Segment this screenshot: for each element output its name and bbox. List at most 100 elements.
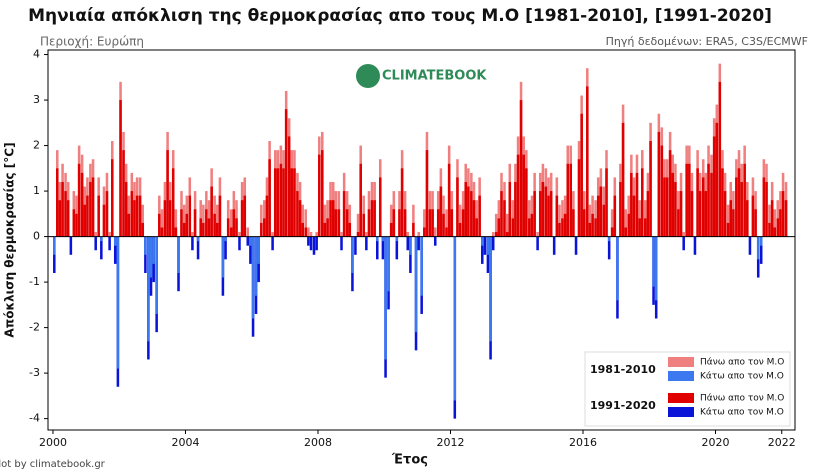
bar bbox=[674, 181, 677, 237]
bar bbox=[412, 222, 415, 237]
bar bbox=[538, 191, 542, 237]
footer: plot by climatebook.gr bbox=[0, 459, 106, 470]
bar bbox=[417, 232, 420, 237]
bar bbox=[607, 236, 611, 260]
bar bbox=[566, 163, 570, 237]
bar bbox=[100, 236, 103, 260]
y-tick-label: 1 bbox=[33, 184, 40, 197]
bar bbox=[376, 236, 379, 242]
bar bbox=[536, 236, 539, 251]
bar bbox=[238, 236, 241, 251]
bar bbox=[710, 172, 713, 237]
bar bbox=[168, 200, 172, 237]
bar bbox=[712, 136, 716, 237]
y-tick-label: -4 bbox=[29, 412, 40, 425]
bar bbox=[166, 150, 169, 237]
bar bbox=[406, 232, 410, 237]
bar bbox=[486, 236, 490, 255]
bar bbox=[743, 163, 746, 237]
bar bbox=[481, 236, 484, 246]
bar bbox=[632, 195, 636, 237]
bar bbox=[541, 181, 545, 237]
bar bbox=[307, 236, 310, 246]
bar bbox=[768, 204, 771, 237]
bar bbox=[207, 218, 211, 237]
bar bbox=[528, 218, 531, 237]
bar bbox=[348, 204, 352, 237]
bar bbox=[583, 209, 586, 237]
bar bbox=[293, 168, 296, 237]
bar bbox=[514, 181, 517, 237]
bar bbox=[425, 150, 429, 237]
bar bbox=[445, 227, 448, 237]
bar bbox=[340, 236, 343, 251]
y-tick-label: -1 bbox=[29, 275, 40, 288]
bar bbox=[677, 209, 680, 237]
bar bbox=[80, 172, 84, 237]
bar bbox=[654, 236, 658, 301]
bar bbox=[748, 236, 752, 255]
bar bbox=[458, 204, 462, 237]
bar bbox=[696, 168, 699, 237]
bar bbox=[577, 159, 581, 237]
bar bbox=[122, 150, 125, 237]
bar bbox=[729, 200, 733, 237]
bar bbox=[643, 218, 647, 237]
bar bbox=[268, 159, 271, 237]
bar bbox=[776, 218, 780, 237]
bar bbox=[110, 159, 114, 237]
bar bbox=[431, 209, 434, 237]
y-tick-label: 3 bbox=[33, 93, 40, 106]
x-tick-label: 2000 bbox=[39, 436, 67, 449]
bar bbox=[64, 191, 67, 237]
bar bbox=[453, 236, 457, 401]
bar bbox=[392, 209, 396, 237]
bar bbox=[552, 236, 556, 255]
bar bbox=[251, 236, 255, 319]
bar bbox=[334, 209, 338, 237]
bar bbox=[367, 209, 371, 237]
bar bbox=[53, 236, 56, 255]
bar bbox=[389, 204, 393, 237]
bar bbox=[196, 236, 200, 242]
bar bbox=[163, 200, 167, 237]
bar bbox=[511, 218, 515, 237]
bar bbox=[365, 232, 368, 237]
bar bbox=[423, 209, 426, 237]
bar bbox=[599, 186, 603, 237]
bar bbox=[483, 236, 487, 255]
bar bbox=[467, 186, 470, 237]
bar bbox=[646, 191, 650, 237]
bar bbox=[224, 236, 227, 242]
bar bbox=[89, 181, 92, 237]
bar bbox=[688, 163, 691, 237]
bar bbox=[113, 236, 117, 246]
bar bbox=[108, 232, 111, 237]
bar bbox=[400, 168, 404, 237]
x-tick-label: 2012 bbox=[436, 436, 464, 449]
bar bbox=[193, 209, 197, 237]
bar bbox=[226, 218, 230, 237]
bar bbox=[97, 195, 100, 237]
bar bbox=[491, 232, 495, 237]
bar bbox=[572, 209, 575, 237]
bar bbox=[624, 209, 627, 237]
bar bbox=[508, 181, 512, 237]
legend-swatch bbox=[668, 357, 694, 367]
x-tick-label: 2022 bbox=[768, 436, 796, 449]
bar bbox=[409, 236, 412, 255]
bar bbox=[174, 227, 178, 237]
bar bbox=[182, 204, 186, 237]
bar bbox=[715, 122, 719, 237]
bar bbox=[290, 168, 294, 237]
bar bbox=[428, 209, 432, 237]
bar bbox=[403, 209, 407, 237]
bar bbox=[433, 227, 437, 237]
bar bbox=[586, 86, 589, 237]
bar bbox=[218, 195, 222, 237]
bar bbox=[470, 191, 473, 237]
bar bbox=[309, 236, 313, 251]
bar bbox=[77, 163, 81, 237]
bar bbox=[133, 200, 136, 237]
